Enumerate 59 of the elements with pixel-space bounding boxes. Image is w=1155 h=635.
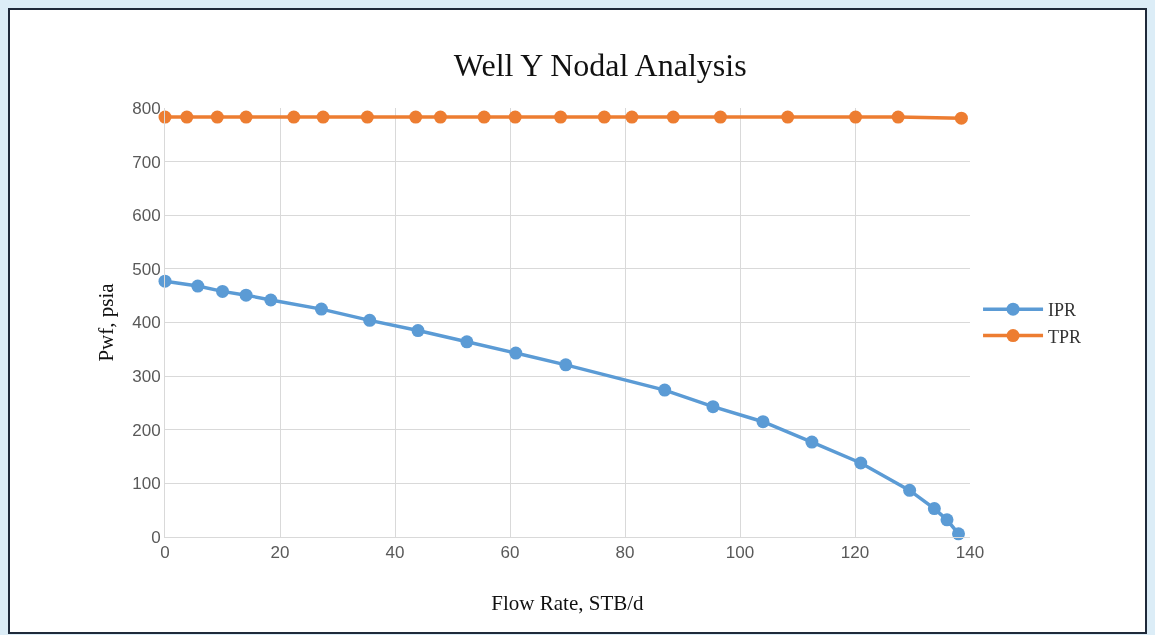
- x-tick-label: 100: [725, 543, 755, 563]
- x-tick-label: 120: [840, 543, 870, 563]
- point: [509, 346, 523, 360]
- point: [411, 324, 425, 338]
- point: [559, 358, 573, 372]
- point: [264, 293, 278, 307]
- point: [316, 110, 330, 124]
- point: [239, 288, 253, 302]
- point: [706, 400, 720, 414]
- y-tick-label: 0: [151, 527, 161, 547]
- point: [433, 110, 447, 124]
- y-axis-title: Pwf, psia: [94, 282, 118, 362]
- point: [180, 110, 194, 124]
- y-tick-label: 300: [132, 367, 161, 387]
- point: [191, 279, 205, 293]
- legend-label: IPR: [1048, 300, 1077, 321]
- x-tick-label: 20: [270, 543, 290, 563]
- y-tick-label: 400: [132, 313, 161, 333]
- point: [849, 110, 863, 124]
- point: [210, 110, 224, 124]
- y-tick-label: 800: [132, 98, 161, 118]
- point: [954, 111, 968, 125]
- point: [625, 110, 639, 124]
- point: [952, 527, 965, 541]
- point: [216, 284, 229, 298]
- point: [891, 110, 905, 124]
- point: [854, 456, 868, 470]
- point: [666, 110, 680, 124]
- point: [597, 110, 611, 124]
- point: [239, 110, 253, 124]
- x-tick-label: 40: [385, 543, 405, 563]
- point: [927, 502, 941, 516]
- y-tick-label: 500: [132, 259, 161, 279]
- point: [508, 110, 522, 124]
- y-tick-label: 200: [132, 420, 161, 440]
- x-tick-label: 140: [955, 543, 985, 563]
- point: [363, 313, 377, 327]
- point: [314, 302, 328, 316]
- point: [903, 483, 917, 497]
- point: [781, 110, 795, 124]
- point: [460, 335, 474, 349]
- y-tick-label: 100: [132, 474, 161, 494]
- point: [409, 110, 423, 124]
- y-tick-label: 600: [132, 206, 161, 226]
- point: [554, 110, 568, 124]
- point: [756, 415, 770, 429]
- chart-title: Well Y Nodal Analysis: [453, 46, 747, 83]
- x-tick-label: 60: [500, 543, 520, 563]
- point: [287, 110, 301, 124]
- y-tick-label: 700: [132, 152, 161, 172]
- point: [477, 110, 491, 124]
- x-tick-label: 80: [615, 543, 635, 563]
- point: [658, 383, 672, 397]
- point: [360, 110, 374, 124]
- point: [805, 435, 819, 449]
- x-axis-title: Flow Rate, STB/d: [491, 591, 645, 615]
- legend-label: TPR: [1048, 326, 1082, 347]
- point: [713, 110, 727, 124]
- point: [940, 513, 954, 527]
